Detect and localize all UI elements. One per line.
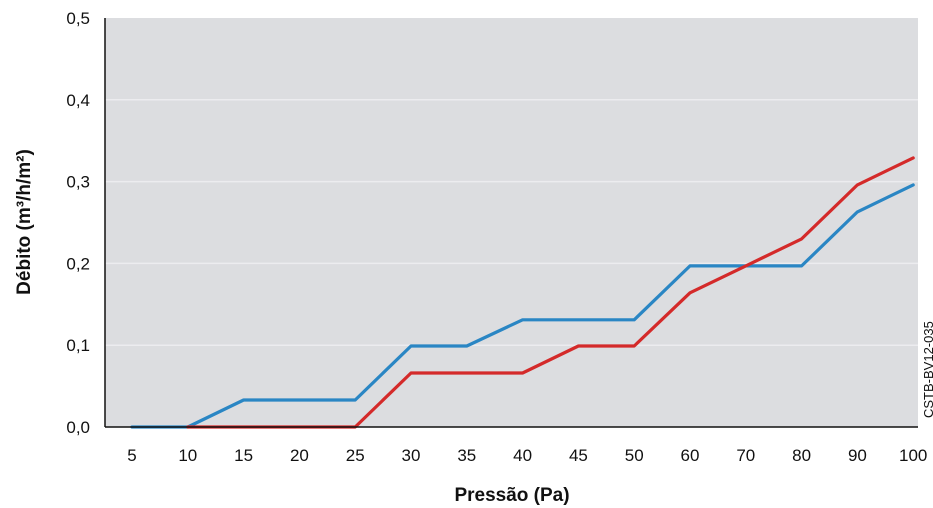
x-tick-label: 70 (736, 446, 755, 465)
x-tick-label: 15 (234, 446, 253, 465)
y-tick-label: 0,2 (66, 254, 90, 273)
series-line (130, 183, 915, 429)
source-watermark: CSTB-BV12-035 (921, 321, 933, 418)
y-tick-labels: 0,0 0,1 0,2 0,3 0,4 0,5 (66, 9, 90, 437)
x-tick-label: 100 (899, 446, 927, 465)
x-tick-label: 20 (290, 446, 309, 465)
x-tick-label: 40 (513, 446, 532, 465)
x-tick-labels: 5 10 15 20 25 30 35 40 45 50 60 70 80 90 100 (127, 446, 927, 465)
x-tick-label: 25 (346, 446, 365, 465)
y-tick-label: 0,3 (66, 173, 90, 192)
x-tick-label: 50 (625, 446, 644, 465)
gridlines (105, 99, 918, 346)
x-tick-label: 45 (569, 446, 588, 465)
x-tick-label: 10 (178, 446, 197, 465)
y-axis-title: Débito (m³/h/m²) (14, 149, 35, 295)
x-tick-label: 80 (792, 446, 811, 465)
x-tick-label: 60 (681, 446, 700, 465)
x-tick-label: 35 (457, 446, 476, 465)
y-tick-label: 0,5 (66, 9, 90, 28)
x-axis-title: Pressão (Pa) (454, 485, 569, 506)
plot-area (105, 18, 918, 427)
x-tick-label: 5 (127, 446, 136, 465)
y-tick-label: 0,1 (66, 336, 90, 355)
x-tick-label: 90 (848, 446, 867, 465)
y-tick-label: 0,4 (66, 91, 90, 110)
x-tick-label: 30 (402, 446, 421, 465)
y-tick-label: 0,0 (66, 418, 90, 437)
